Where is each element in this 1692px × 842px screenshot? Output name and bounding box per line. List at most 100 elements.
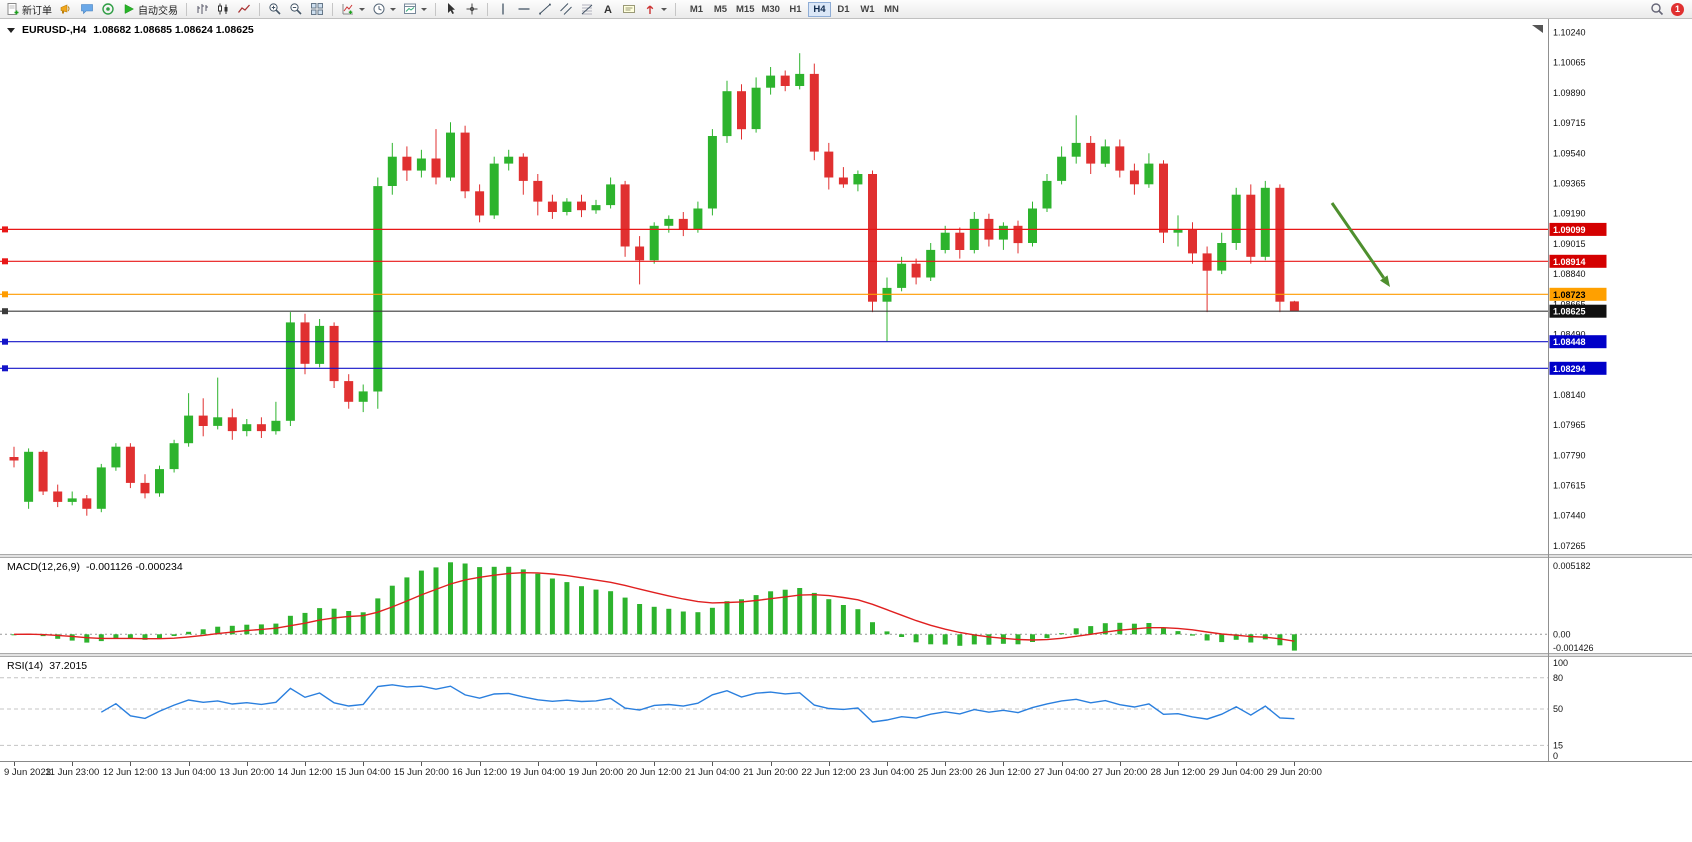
chart-shift-marker xyxy=(1532,25,1543,33)
macd-signal-line xyxy=(13,571,1295,642)
price-tag-label: 1.08723 xyxy=(1553,290,1586,300)
panel-divider[interactable] xyxy=(0,554,1692,558)
macd-label: MACD(12,26,9) xyxy=(7,561,80,573)
candlestick-mode-button[interactable] xyxy=(213,1,233,18)
macd-scale-zero: 0.00 xyxy=(1553,629,1571,639)
cursor-icon xyxy=(448,3,455,14)
macd-histogram-bar xyxy=(549,578,555,635)
notification-badge[interactable]: 1 xyxy=(1671,2,1684,16)
cursor-tool-button[interactable] xyxy=(441,1,461,18)
search-icon[interactable] xyxy=(1650,2,1664,16)
candle-body xyxy=(1086,142,1096,164)
macd-panel[interactable]: 0.005182 0.00 -0.001426 xyxy=(0,558,1692,653)
time-axis-tick xyxy=(188,762,190,766)
trend-arrow-annotation[interactable] xyxy=(1330,202,1385,279)
timeframe-button-mn[interactable]: MN xyxy=(880,2,903,17)
macd-histogram-bar xyxy=(200,629,206,635)
macd-histogram-bar xyxy=(840,605,846,635)
price-scale-label: 1.09190 xyxy=(1553,209,1586,219)
chat-button[interactable] xyxy=(77,1,97,18)
label-tool-button[interactable] xyxy=(619,1,639,18)
template-icon xyxy=(404,3,416,14)
timeframe-button-m1[interactable]: M1 xyxy=(685,2,708,17)
oneclick-expander-icon[interactable] xyxy=(7,27,15,33)
candle-body xyxy=(242,424,252,432)
zoom-in-button[interactable] xyxy=(265,1,285,18)
timeframe-button-h4[interactable]: H4 xyxy=(807,1,831,17)
line-chart-mode-button[interactable] xyxy=(234,1,254,18)
trend-arrow-head[interactable] xyxy=(1380,275,1390,287)
crosshair-tool-button[interactable] xyxy=(462,1,482,18)
macd-histogram-bar xyxy=(1030,634,1035,642)
main-price-panel[interactable]: 1.10240 1.10065 1.09890 1.09715 1.09540 1.093… xyxy=(0,19,1692,554)
community-button[interactable] xyxy=(98,1,118,18)
candle-body xyxy=(1013,225,1023,244)
macd-histogram-bar xyxy=(1190,634,1195,636)
fibonacci-tool-button[interactable] xyxy=(577,1,597,18)
timeframe-button-m30[interactable]: M30 xyxy=(758,2,782,17)
level-left-marker[interactable] xyxy=(2,226,8,233)
price-scale-label: 1.07965 xyxy=(1553,420,1586,430)
clock-icon xyxy=(373,3,385,15)
time-axis[interactable]: 9 Jun 2023 11 Jun 23:00 12 Jun 12:00 13 Jun… xyxy=(0,761,1692,781)
rsi-panel[interactable]: 100 80 50 150 xyxy=(0,657,1692,761)
candle-body xyxy=(1289,301,1299,312)
rsi-value: 37.2015 xyxy=(49,660,88,672)
macd-histogram-bar xyxy=(1059,633,1065,635)
horizontal-line-tool-button[interactable] xyxy=(514,1,534,18)
announcement-button[interactable] xyxy=(56,1,76,18)
macd-histogram-bar xyxy=(942,634,948,645)
level-left-marker[interactable] xyxy=(2,258,8,265)
candle-body xyxy=(1202,253,1212,271)
time-axis-label: 13 Jun 20:00 xyxy=(219,767,275,778)
zoom-out-button[interactable] xyxy=(286,1,306,18)
indicators-menu-button[interactable] xyxy=(338,1,368,18)
vertical-line-tool-button[interactable] xyxy=(493,1,513,18)
candle-body xyxy=(751,87,761,130)
macd-histogram-bar xyxy=(768,591,774,635)
periods-menu-button[interactable] xyxy=(369,1,399,18)
level-left-marker[interactable] xyxy=(2,308,8,315)
level-left-marker[interactable] xyxy=(2,365,8,372)
time-axis-label: 28 Jun 12:00 xyxy=(1150,767,1206,778)
macd-histogram-bar xyxy=(1146,623,1152,635)
trendline-tool-button[interactable] xyxy=(535,1,555,18)
timeframe-button-d1[interactable]: D1 xyxy=(832,2,855,17)
macd-histogram-bar xyxy=(1102,623,1108,635)
panel-divider[interactable] xyxy=(0,653,1692,657)
tile-windows-button[interactable] xyxy=(307,1,327,18)
chart-window[interactable]: 1.10240 1.10065 1.09890 1.09715 1.09540 1.093… xyxy=(0,19,1692,781)
timeframe-button-m5[interactable]: M5 xyxy=(709,2,732,17)
price-tag xyxy=(1549,222,1607,236)
time-axis-tick xyxy=(130,762,132,766)
price-tag xyxy=(1549,335,1607,349)
timeframe-button-m15[interactable]: M15 xyxy=(733,2,757,17)
level-left-marker[interactable] xyxy=(2,338,8,345)
candlestick-icon xyxy=(218,3,228,15)
candle-body xyxy=(344,381,354,402)
macd-histogram-bar xyxy=(797,588,803,635)
bar-chart-mode-button[interactable] xyxy=(192,1,212,18)
macd-histogram-bar xyxy=(171,634,177,636)
text-tool-button[interactable]: A xyxy=(598,1,618,18)
dropdown-caret-icon xyxy=(390,7,396,11)
level-left-marker[interactable] xyxy=(2,291,8,298)
templates-menu-button[interactable] xyxy=(400,1,430,18)
timeframe-button-w1[interactable]: W1 xyxy=(856,2,879,17)
macd-histogram-bar xyxy=(404,577,410,635)
toolbar-separator xyxy=(435,2,436,16)
timeframe-button-h1[interactable]: H1 xyxy=(784,2,807,17)
autotrading-button[interactable]: 自动交易 xyxy=(119,1,181,18)
channel-tool-button[interactable] xyxy=(556,1,576,18)
candle-body xyxy=(838,177,848,185)
arrows-tool-button[interactable] xyxy=(640,1,670,18)
candle-body xyxy=(446,132,455,178)
macd-histogram-bar xyxy=(1233,634,1239,640)
price-scale-axis[interactable] xyxy=(1549,19,1692,761)
candle-body xyxy=(809,73,819,152)
macd-histogram-bar xyxy=(1204,634,1210,641)
time-axis-label: 20 Jun 12:00 xyxy=(626,767,682,778)
candle-body xyxy=(940,232,950,250)
new-order-button[interactable]: 新订单 xyxy=(3,1,55,18)
price-scale-label: 1.07615 xyxy=(1553,481,1586,491)
